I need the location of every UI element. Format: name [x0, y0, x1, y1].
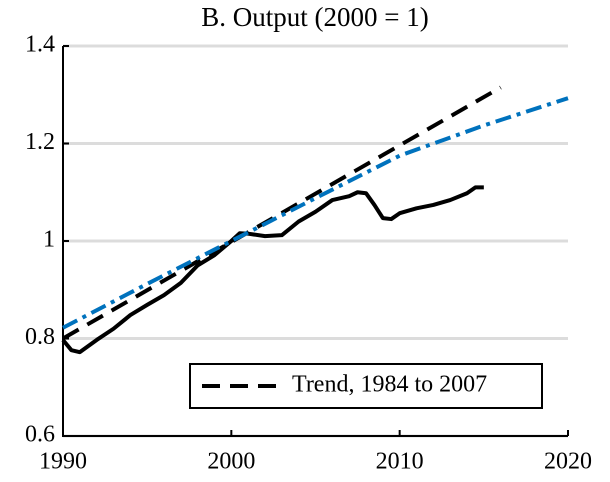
- line: [62, 85, 502, 341]
- y-tick-label: 1: [43, 227, 55, 253]
- chart-title: B. Output (2000 = 1): [201, 2, 428, 32]
- legend-label: Trend, 1984 to 2007: [292, 372, 487, 398]
- legend-box: [189, 363, 543, 409]
- axes: [62, 46, 568, 437]
- y-tick-label: 0.8: [25, 324, 55, 350]
- x-tick-label: 2010: [376, 449, 424, 475]
- y-tick-label: 0.6: [25, 422, 55, 448]
- x-tick-label: 2020: [544, 449, 592, 475]
- x-tick-label: 2000: [207, 449, 255, 475]
- y-tick-label: 1.4: [25, 32, 55, 58]
- line: [61, 185, 484, 355]
- x-tick-label: 1990: [39, 449, 87, 475]
- y-tick-label: 1.2: [25, 129, 55, 155]
